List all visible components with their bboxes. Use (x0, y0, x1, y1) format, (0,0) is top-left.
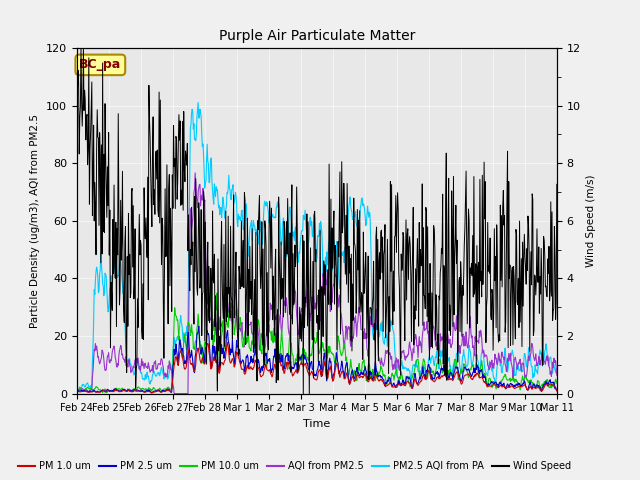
PM 2.5 um (102, 388, 110, 394)
PM 10.0 um (380, 373, 387, 379)
PM2.5 AQI from PA (352, 220, 360, 226)
PM 2.5 um (365, 373, 373, 379)
Legend: PM 1.0 um, PM 2.5 um, PM 10.0 um, AQI from PM2.5, PM2.5 AQI from PA, Wind Speed: PM 1.0 um, PM 2.5 um, PM 10.0 um, AQI fr… (13, 457, 575, 475)
PM 2.5 um (195, 324, 203, 329)
Wind Speed (353, 284, 360, 289)
PM2.5 AQI from PA (73, 389, 81, 395)
X-axis label: Time: Time (303, 419, 330, 429)
AQI from PM2.5 (191, 170, 199, 176)
Wind Speed (553, 181, 561, 187)
PM 1.0 um (224, 340, 232, 346)
PM 2.5 um (380, 377, 388, 383)
Line: PM2.5 AQI from PA: PM2.5 AQI from PA (77, 102, 557, 392)
PM2.5 AQI from PA (487, 364, 495, 370)
Y-axis label: Particle Density (ug/m3), AQI from PM2.5: Particle Density (ug/m3), AQI from PM2.5 (30, 114, 40, 328)
PM 1.0 um (73, 390, 81, 396)
PM 2.5 um (353, 365, 360, 371)
AQI from PM2.5 (488, 360, 495, 365)
PM 10.0 um (73, 390, 81, 396)
PM2.5 AQI from PA (380, 339, 387, 345)
Wind Speed (380, 252, 388, 257)
Wind Speed (73, 93, 81, 99)
AQI from PM2.5 (353, 334, 360, 339)
AQI from PM2.5 (170, 391, 178, 396)
PM 10.0 um (553, 380, 561, 386)
AQI from PM2.5 (553, 372, 561, 378)
AQI from PM2.5 (380, 362, 388, 368)
PM 10.0 um (102, 389, 110, 395)
AQI from PM2.5 (102, 367, 110, 373)
PM 2.5 um (73, 389, 81, 395)
PM 2.5 um (148, 390, 156, 396)
Line: PM 1.0 um: PM 1.0 um (77, 343, 557, 393)
PM 2.5 um (438, 367, 446, 372)
PM 10.0 um (487, 379, 495, 384)
Y-axis label: Wind Speed (m/s): Wind Speed (m/s) (586, 175, 596, 267)
AQI from PM2.5 (365, 337, 373, 343)
PM 2.5 um (488, 379, 495, 384)
PM 10.0 um (207, 287, 214, 292)
AQI from PM2.5 (438, 334, 446, 340)
PM2.5 AQI from PA (365, 215, 372, 220)
Line: PM 2.5 um: PM 2.5 um (77, 326, 557, 393)
PM 1.0 um (380, 379, 387, 385)
Wind Speed (365, 326, 373, 332)
Wind Speed (488, 317, 495, 323)
PM2.5 AQI from PA (553, 370, 561, 375)
PM 2.5 um (553, 388, 561, 394)
PM 1.0 um (352, 375, 360, 381)
PM 10.0 um (365, 361, 372, 367)
Title: Purple Air Particulate Matter: Purple Air Particulate Matter (219, 29, 415, 43)
PM 1.0 um (365, 379, 372, 384)
Text: BC_pa: BC_pa (79, 59, 122, 72)
PM 10.0 um (438, 364, 445, 370)
PM 1.0 um (487, 384, 495, 389)
Wind Speed (77, 45, 85, 51)
Wind Speed (300, 391, 307, 396)
PM 1.0 um (438, 373, 445, 379)
Wind Speed (103, 215, 111, 220)
Wind Speed (438, 251, 446, 256)
PM2.5 AQI from PA (438, 353, 445, 359)
PM2.5 AQI from PA (102, 274, 110, 279)
PM 1.0 um (102, 389, 110, 395)
Line: Wind Speed: Wind Speed (77, 48, 557, 394)
Line: PM 10.0 um: PM 10.0 um (77, 289, 557, 393)
PM 1.0 um (553, 388, 561, 394)
PM2.5 AQI from PA (195, 99, 202, 105)
Line: AQI from PM2.5: AQI from PM2.5 (77, 173, 557, 394)
AQI from PM2.5 (73, 390, 81, 396)
PM 10.0 um (352, 372, 360, 377)
